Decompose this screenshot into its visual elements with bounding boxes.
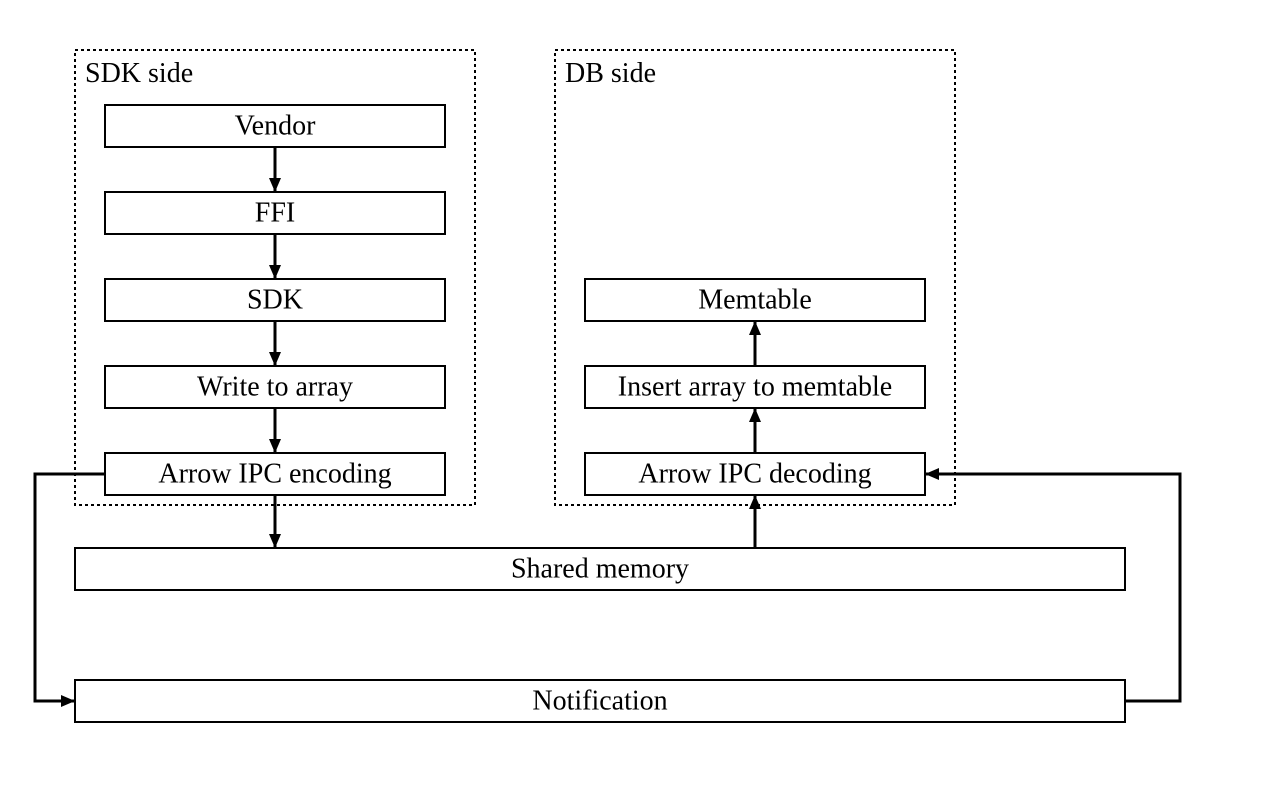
flowchart-diagram: SDK side DB side Vendor FFI SDK Write to arra… (0, 0, 1280, 812)
node-vendor-label: Vendor (235, 111, 317, 142)
node-arrow-dec: Arrow IPC decoding (585, 453, 925, 495)
node-arrow-enc: Arrow IPC encoding (105, 453, 445, 495)
node-notification-label: Notification (532, 686, 667, 717)
node-shared-mem-label: Shared memory (511, 554, 689, 585)
node-arrow-enc-label: Arrow IPC encoding (158, 459, 391, 490)
db-side-title: DB side (565, 58, 656, 89)
node-write-array: Write to array (105, 366, 445, 408)
node-sdk: SDK (105, 279, 445, 321)
node-memtable-label: Memtable (698, 285, 812, 316)
node-write-array-label: Write to array (197, 372, 353, 403)
node-memtable: Memtable (585, 279, 925, 321)
sdk-side-title: SDK side (85, 58, 193, 89)
node-shared-mem: Shared memory (75, 548, 1125, 590)
node-notification: Notification (75, 680, 1125, 722)
node-sdk-label: SDK (247, 285, 303, 316)
node-insert-array: Insert array to memtable (585, 366, 925, 408)
node-ffi: FFI (105, 192, 445, 234)
node-insert-array-label: Insert array to memtable (618, 372, 892, 403)
node-ffi-label: FFI (255, 198, 295, 229)
node-arrow-dec-label: Arrow IPC decoding (638, 459, 871, 490)
node-vendor: Vendor (105, 105, 445, 147)
